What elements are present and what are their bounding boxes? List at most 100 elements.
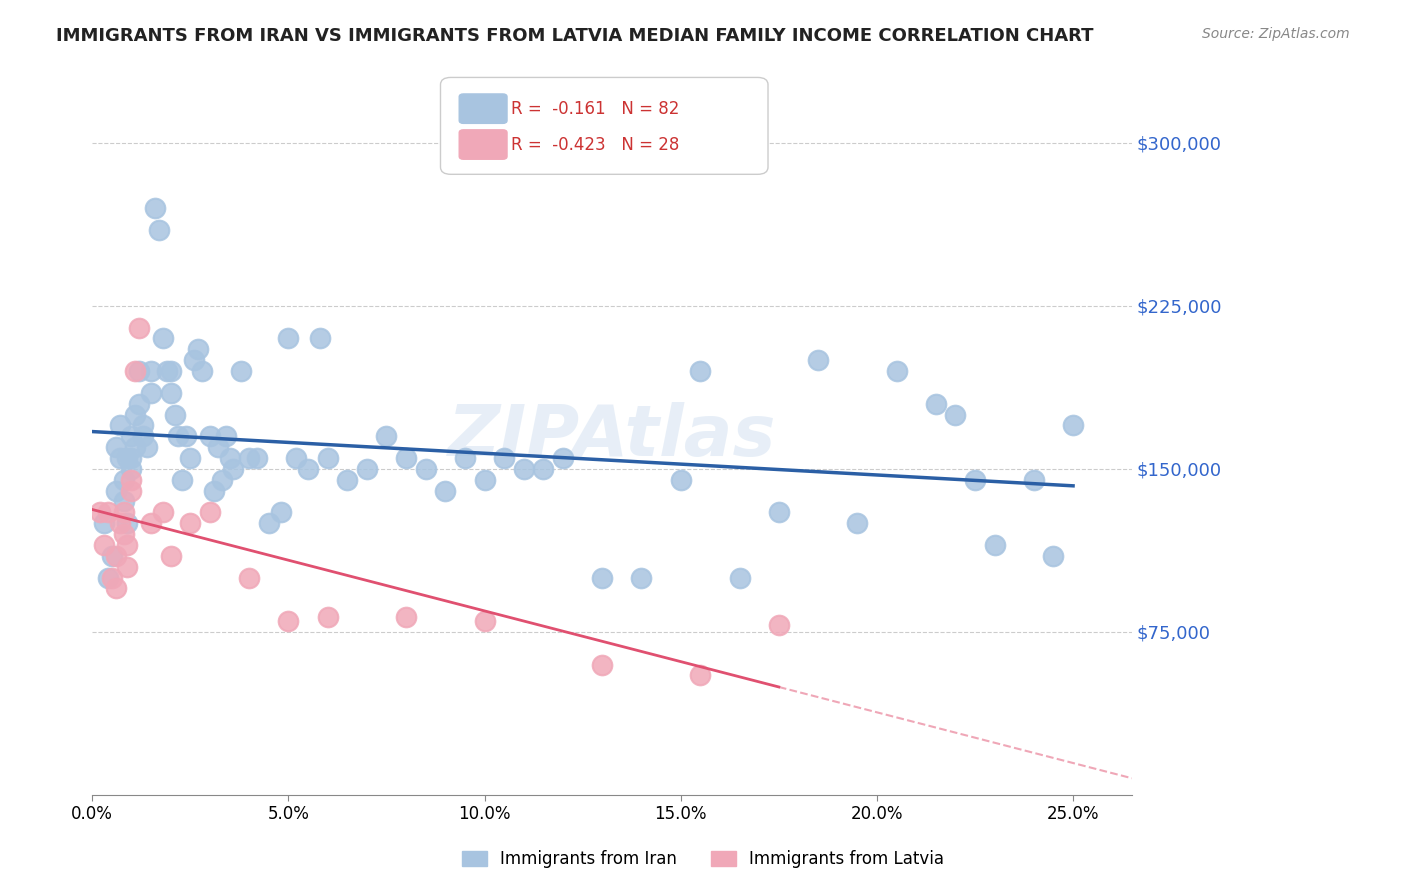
Point (257, 516, 280, 531)
Point (395, 609, 418, 624)
Point (179, 516, 201, 531)
Point (120, 429, 142, 443)
Point (120, 450, 142, 465)
Point (136, 440, 159, 454)
Point (156, 364, 179, 378)
Point (494, 450, 516, 465)
Point (152, 331, 174, 345)
Point (104, 549, 127, 563)
Point (689, 668, 711, 682)
Point (176, 429, 198, 443)
Point (143, 201, 166, 215)
Point (886, 364, 908, 378)
FancyBboxPatch shape (460, 94, 508, 123)
Point (316, 450, 339, 465)
Point (231, 364, 253, 378)
Point (159, 549, 181, 563)
Point (159, 385, 181, 400)
Point (172, 473, 194, 487)
Point (128, 364, 150, 378)
FancyBboxPatch shape (460, 130, 508, 160)
Point (316, 609, 339, 624)
Point (474, 473, 496, 487)
Point (139, 385, 162, 400)
Text: ZIPAtlas: ZIPAtlas (447, 401, 776, 471)
Point (415, 462, 437, 476)
Point (117, 538, 139, 552)
Point (198, 429, 221, 443)
Point (1022, 473, 1045, 487)
Point (395, 450, 418, 465)
Point (1062, 418, 1084, 433)
Legend: Immigrants from Iran, Immigrants from Latvia: Immigrants from Iran, Immigrants from La… (456, 844, 950, 875)
Point (270, 505, 292, 519)
Point (513, 462, 536, 476)
Point (112, 473, 135, 487)
Point (112, 505, 135, 519)
Point (474, 614, 496, 628)
Point (89, 505, 111, 519)
Point (207, 440, 229, 454)
Point (591, 657, 613, 672)
Point (97, 571, 120, 585)
Point (246, 450, 269, 465)
Point (120, 483, 142, 498)
Point (128, 397, 150, 411)
Point (191, 364, 214, 378)
Point (531, 462, 554, 476)
Point (179, 450, 201, 465)
Text: R =  -0.423   N = 28: R = -0.423 N = 28 (512, 136, 679, 154)
Point (124, 364, 146, 378)
Point (768, 618, 790, 632)
Point (211, 473, 233, 487)
Point (187, 343, 209, 357)
Point (132, 429, 155, 443)
Point (148, 222, 170, 236)
Point (132, 418, 155, 433)
Point (128, 320, 150, 334)
Point (218, 450, 240, 465)
Point (591, 571, 613, 585)
Point (104, 582, 127, 596)
Point (120, 473, 142, 487)
Point (120, 462, 142, 476)
Point (728, 571, 751, 585)
Point (97, 505, 120, 519)
Point (163, 408, 186, 422)
Point (93, 538, 115, 552)
Point (167, 429, 190, 443)
Point (117, 450, 139, 465)
Point (124, 408, 146, 422)
Point (238, 450, 260, 465)
Point (983, 538, 1005, 552)
Point (238, 571, 260, 585)
Point (222, 462, 245, 476)
Point (139, 364, 162, 378)
Point (214, 429, 236, 443)
Point (117, 516, 139, 531)
Point (202, 483, 225, 498)
Point (669, 473, 692, 487)
Point (551, 450, 574, 465)
Point (846, 516, 869, 531)
Point (285, 450, 308, 465)
Point (101, 549, 124, 563)
Point (925, 397, 948, 411)
Point (336, 473, 359, 487)
Text: Source: ZipAtlas.com: Source: ZipAtlas.com (1202, 27, 1350, 41)
Point (689, 364, 711, 378)
Point (124, 440, 146, 454)
FancyBboxPatch shape (440, 78, 768, 174)
Point (356, 462, 378, 476)
Point (112, 494, 135, 508)
Point (183, 353, 205, 368)
Point (159, 364, 181, 378)
Text: IMMIGRANTS FROM IRAN VS IMMIGRANTS FROM LATVIA MEDIAN FAMILY INCOME CORRELATION : IMMIGRANTS FROM IRAN VS IMMIGRANTS FROM … (56, 27, 1094, 45)
Point (768, 505, 790, 519)
Point (108, 418, 131, 433)
Point (1042, 549, 1064, 563)
Point (375, 429, 398, 443)
Point (277, 614, 299, 628)
Point (101, 571, 124, 585)
Point (454, 450, 477, 465)
